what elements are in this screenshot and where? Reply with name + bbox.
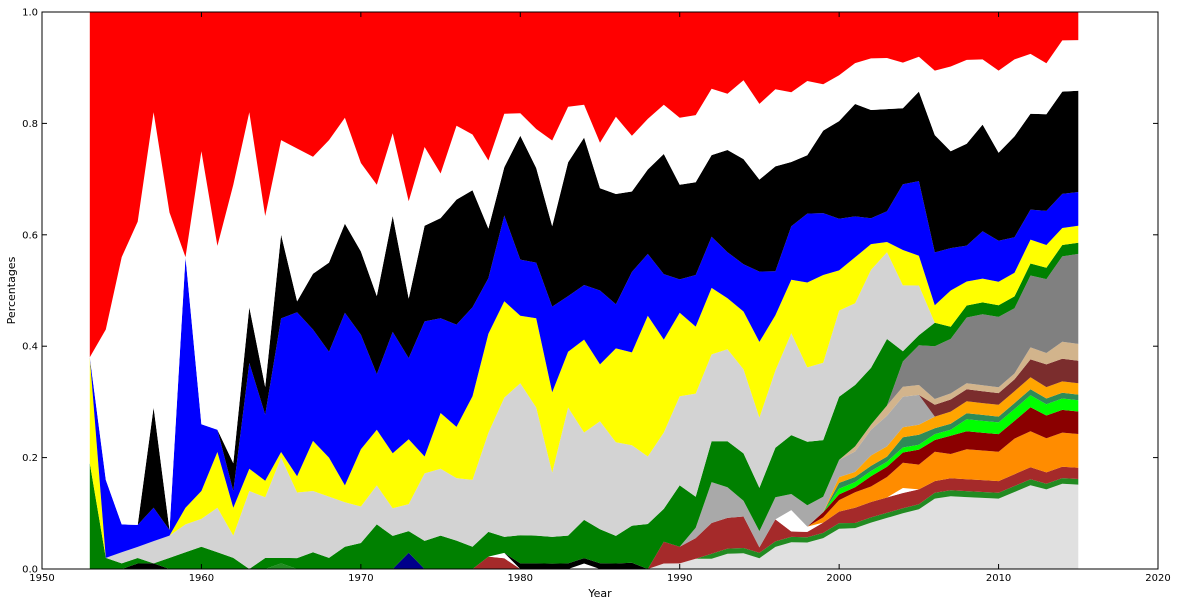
x-tick-label: 1990 bbox=[667, 573, 692, 584]
y-tick-label: 0.8 bbox=[22, 119, 38, 130]
area-series-17 bbox=[89, 242, 1079, 569]
y-tick-label: 0.4 bbox=[22, 342, 38, 353]
area-series-19 bbox=[89, 181, 1079, 558]
area-series-group bbox=[89, 12, 1079, 569]
x-axis-label: Year bbox=[587, 587, 612, 600]
area-series-18 bbox=[89, 225, 1079, 558]
x-axis: 1950 1960 1970 1980 1990 2000 2010 2020 bbox=[29, 12, 1171, 584]
area-series-16 bbox=[89, 242, 1079, 569]
x-tick-label: 1960 bbox=[189, 573, 214, 584]
x-tick-label: 1950 bbox=[29, 573, 54, 584]
area-series-21 bbox=[89, 40, 1079, 530]
y-tick-label: 0.6 bbox=[22, 230, 38, 241]
plot-frame bbox=[41, 11, 1159, 570]
x-tick-label: 2000 bbox=[826, 573, 851, 584]
area-series-22 bbox=[89, 12, 1079, 358]
y-tick-label: 0.0 bbox=[22, 565, 38, 576]
area-series-20 bbox=[89, 90, 1079, 531]
area-series-1 bbox=[89, 483, 1079, 569]
y-axis: 0.0 0.2 0.4 0.6 0.8 1.0 bbox=[22, 8, 1158, 576]
x-tick-label: 1970 bbox=[348, 573, 373, 584]
x-tick-label: 2020 bbox=[1145, 573, 1170, 584]
y-tick-label: 0.2 bbox=[22, 453, 38, 464]
y-axis-label: Percentages bbox=[5, 256, 18, 324]
x-tick-label: 1980 bbox=[508, 573, 533, 584]
y-tick-label: 1.0 bbox=[22, 8, 38, 19]
x-tick-label: 2010 bbox=[986, 573, 1011, 584]
